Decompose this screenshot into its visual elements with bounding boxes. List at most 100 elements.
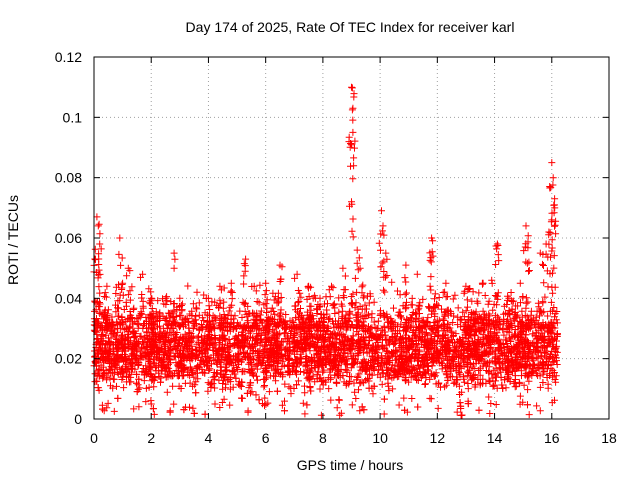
data-point bbox=[525, 411, 533, 419]
data-point bbox=[552, 316, 560, 324]
data-point bbox=[470, 360, 477, 368]
data-points bbox=[90, 83, 561, 419]
data-point bbox=[97, 361, 105, 369]
data-point bbox=[506, 334, 513, 342]
data-point bbox=[536, 407, 544, 415]
data-point bbox=[269, 332, 277, 340]
data-point bbox=[553, 357, 560, 365]
data-point bbox=[380, 410, 388, 418]
data-point bbox=[455, 382, 463, 390]
data-point bbox=[244, 408, 252, 416]
data-point bbox=[317, 411, 325, 419]
data-point bbox=[106, 374, 114, 382]
data-point bbox=[145, 383, 153, 391]
data-point bbox=[487, 400, 495, 407]
data-point bbox=[327, 396, 335, 404]
data-point bbox=[485, 376, 493, 384]
data-point bbox=[211, 400, 219, 408]
data-point bbox=[184, 371, 192, 379]
data-point bbox=[136, 384, 144, 392]
data-point bbox=[191, 345, 199, 353]
data-point bbox=[516, 392, 524, 400]
data-point bbox=[422, 380, 429, 388]
data-point bbox=[198, 365, 206, 373]
data-point bbox=[548, 399, 556, 407]
data-point bbox=[191, 381, 199, 389]
data-point bbox=[552, 344, 560, 352]
data-point bbox=[301, 389, 309, 397]
data-point bbox=[195, 332, 202, 340]
data-point bbox=[333, 404, 341, 412]
data-point bbox=[189, 404, 197, 412]
data-point bbox=[260, 383, 268, 391]
data-point bbox=[486, 410, 494, 417]
data-point bbox=[194, 369, 201, 377]
data-point bbox=[378, 369, 386, 377]
data-point bbox=[127, 373, 135, 381]
data-point bbox=[439, 347, 446, 354]
data-point bbox=[421, 381, 429, 388]
data-point bbox=[150, 410, 158, 418]
data-point bbox=[446, 372, 454, 380]
data-point bbox=[460, 378, 468, 386]
data-point bbox=[356, 407, 364, 415]
data-point bbox=[478, 342, 486, 350]
data-point bbox=[157, 336, 164, 344]
data-point bbox=[408, 395, 416, 402]
data-point bbox=[216, 345, 223, 353]
data-point bbox=[374, 353, 382, 361]
data-point bbox=[485, 393, 493, 401]
data-point bbox=[219, 380, 227, 387]
data-point bbox=[218, 399, 226, 406]
data-point bbox=[492, 401, 500, 408]
data-point bbox=[500, 331, 508, 339]
data-point bbox=[448, 329, 456, 337]
data-point bbox=[441, 383, 449, 391]
data-point bbox=[248, 388, 256, 396]
data-point bbox=[356, 379, 364, 387]
data-point bbox=[186, 379, 194, 387]
data-point bbox=[262, 400, 270, 408]
data-point bbox=[355, 386, 362, 394]
data-point bbox=[294, 377, 302, 385]
data-point bbox=[426, 394, 434, 402]
data-point bbox=[261, 382, 268, 389]
data-point bbox=[264, 330, 272, 338]
data-point bbox=[113, 382, 120, 390]
data-point bbox=[142, 398, 150, 406]
data-point bbox=[304, 373, 312, 381]
data-point bbox=[112, 334, 120, 342]
data-point bbox=[170, 400, 178, 408]
data-point bbox=[186, 403, 193, 411]
data-point bbox=[222, 380, 230, 388]
data-point bbox=[190, 373, 198, 381]
data-point bbox=[216, 404, 224, 411]
data-point bbox=[285, 383, 293, 391]
data-point bbox=[316, 385, 324, 393]
data-point bbox=[204, 387, 212, 395]
data-point bbox=[220, 395, 228, 403]
data-point bbox=[169, 382, 177, 390]
data-point bbox=[538, 329, 546, 337]
data-point bbox=[122, 356, 130, 364]
data-point bbox=[442, 381, 450, 389]
data-point bbox=[489, 306, 497, 314]
data-point bbox=[525, 377, 533, 385]
data-point bbox=[348, 401, 356, 409]
data-point bbox=[325, 385, 333, 393]
data-point bbox=[395, 401, 403, 409]
data-point bbox=[257, 307, 265, 315]
data-point bbox=[331, 310, 339, 317]
data-point bbox=[420, 369, 428, 377]
data-point bbox=[163, 388, 171, 396]
data-point bbox=[524, 386, 532, 394]
data-point bbox=[247, 379, 255, 387]
data-point bbox=[503, 340, 511, 347]
data-point bbox=[489, 382, 497, 390]
data-point bbox=[130, 405, 138, 413]
data-point bbox=[343, 368, 351, 376]
data-point bbox=[389, 385, 397, 393]
data-point bbox=[135, 403, 143, 411]
data-point bbox=[352, 395, 360, 402]
